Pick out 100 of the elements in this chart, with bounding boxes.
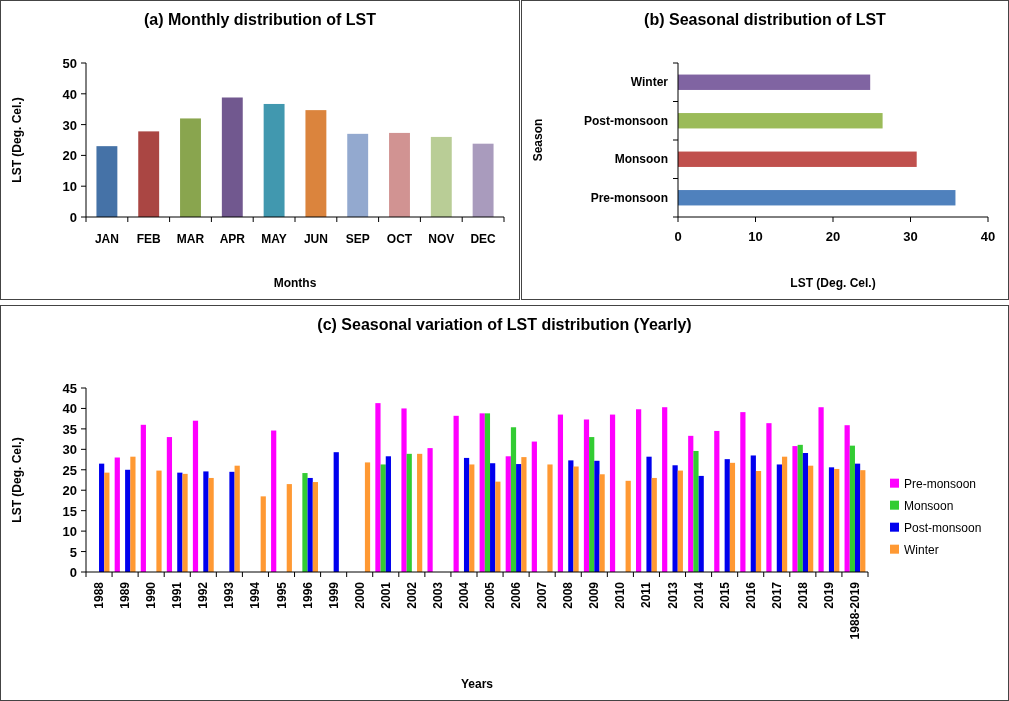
bar <box>114 457 120 572</box>
y-tick-label: 35 <box>62 421 77 437</box>
bar <box>166 437 173 572</box>
x-tick-label: 1988-2019 <box>847 581 862 640</box>
x-tick-label: JAN <box>94 232 119 246</box>
bar <box>221 97 243 217</box>
bar <box>312 482 318 572</box>
bar <box>427 448 433 572</box>
x-tick-label: 2008 <box>561 581 576 609</box>
bar <box>678 113 883 129</box>
bar <box>182 473 188 572</box>
x-tick-label: 2016 <box>743 581 758 609</box>
bar <box>808 465 814 572</box>
x-axis-title: Months <box>273 276 317 290</box>
bar <box>849 445 855 572</box>
bar <box>333 452 339 572</box>
x-tick-label: FEB <box>136 232 162 246</box>
bar <box>271 430 277 572</box>
chart-title: (a) Monthly distribution of LST <box>144 11 377 28</box>
bar <box>385 456 391 572</box>
x-tick-label: SEP <box>345 232 370 246</box>
y-tick-label: Post-monsoon <box>584 113 668 128</box>
legend-label: Post-monsoon <box>904 520 982 535</box>
bar <box>557 414 564 572</box>
bar <box>305 110 327 217</box>
x-tick-label: 30 <box>903 229 918 244</box>
bar <box>609 414 616 572</box>
x-tick-label: 2013 <box>665 581 680 609</box>
y-axis-title: LST (Deg. Cel.) <box>10 97 24 183</box>
y-tick-label: 40 <box>62 401 77 417</box>
y-tick-label: Winter <box>630 75 669 90</box>
bar <box>792 446 798 572</box>
bar <box>99 463 105 572</box>
x-tick-label: OCT <box>386 232 413 246</box>
bar <box>490 463 496 572</box>
bar <box>389 132 410 217</box>
bar <box>406 453 412 572</box>
legend-label: Monsoon <box>904 498 954 513</box>
bar <box>594 460 600 572</box>
bar <box>510 427 517 572</box>
bar <box>495 481 501 572</box>
bar <box>678 190 956 206</box>
bar <box>583 419 590 572</box>
bar <box>417 453 423 572</box>
bar <box>208 477 214 572</box>
bar <box>531 441 537 572</box>
legend-label: Winter <box>904 542 939 557</box>
bar <box>573 466 579 572</box>
bar <box>104 472 110 572</box>
bar <box>688 435 694 572</box>
x-tick-label: APR <box>219 232 246 246</box>
bar <box>693 450 699 572</box>
bar <box>472 143 494 217</box>
y-tick-label: 20 <box>62 148 77 164</box>
x-tick-label: 10 <box>748 229 763 244</box>
bar <box>380 464 386 572</box>
x-tick-label: 2005 <box>483 581 498 609</box>
x-tick-label: 1994 <box>248 581 263 609</box>
y-axis-title: Season <box>531 118 545 162</box>
bar <box>714 430 720 572</box>
bar <box>802 453 809 572</box>
bar <box>138 131 160 217</box>
bar <box>844 425 850 572</box>
bar <box>263 103 285 217</box>
bar <box>599 474 605 572</box>
chart-title: (c) Seasonal variation of LST distribution (Yearly) <box>317 316 692 333</box>
bar <box>646 456 652 572</box>
bar <box>698 475 704 572</box>
bar <box>140 424 146 572</box>
bar <box>766 423 772 572</box>
x-tick-label: 1995 <box>274 581 289 609</box>
x-tick-label: 1996 <box>300 581 315 609</box>
y-tick-label: 5 <box>69 544 77 560</box>
x-tick-label: 40 <box>980 229 996 244</box>
bar <box>651 477 657 572</box>
x-tick-label: 1999 <box>326 581 341 609</box>
bar <box>375 403 381 572</box>
bar <box>192 420 199 572</box>
bar <box>96 146 118 217</box>
bar <box>302 473 308 572</box>
bar <box>729 462 736 572</box>
y-tick-label: 40 <box>62 86 77 102</box>
bar <box>401 408 407 572</box>
x-tick-label: 2018 <box>795 581 810 609</box>
x-tick-label: 2003 <box>430 581 445 609</box>
x-tick-label: 2011 <box>639 581 654 609</box>
y-tick-label: 50 <box>62 56 77 71</box>
bar <box>463 457 470 572</box>
bar <box>724 459 730 572</box>
legend-label: Pre-monsoon <box>904 476 977 491</box>
bar <box>740 412 746 572</box>
y-tick-label: 0 <box>69 565 77 580</box>
x-tick-label: 2004 <box>456 581 471 609</box>
bar <box>260 496 266 572</box>
bar <box>678 74 871 90</box>
y-tick-label: 25 <box>62 462 77 478</box>
x-tick-label: 2009 <box>587 581 602 609</box>
x-tick-label: NOV <box>428 232 455 246</box>
bar <box>678 151 917 167</box>
bar <box>521 457 527 572</box>
